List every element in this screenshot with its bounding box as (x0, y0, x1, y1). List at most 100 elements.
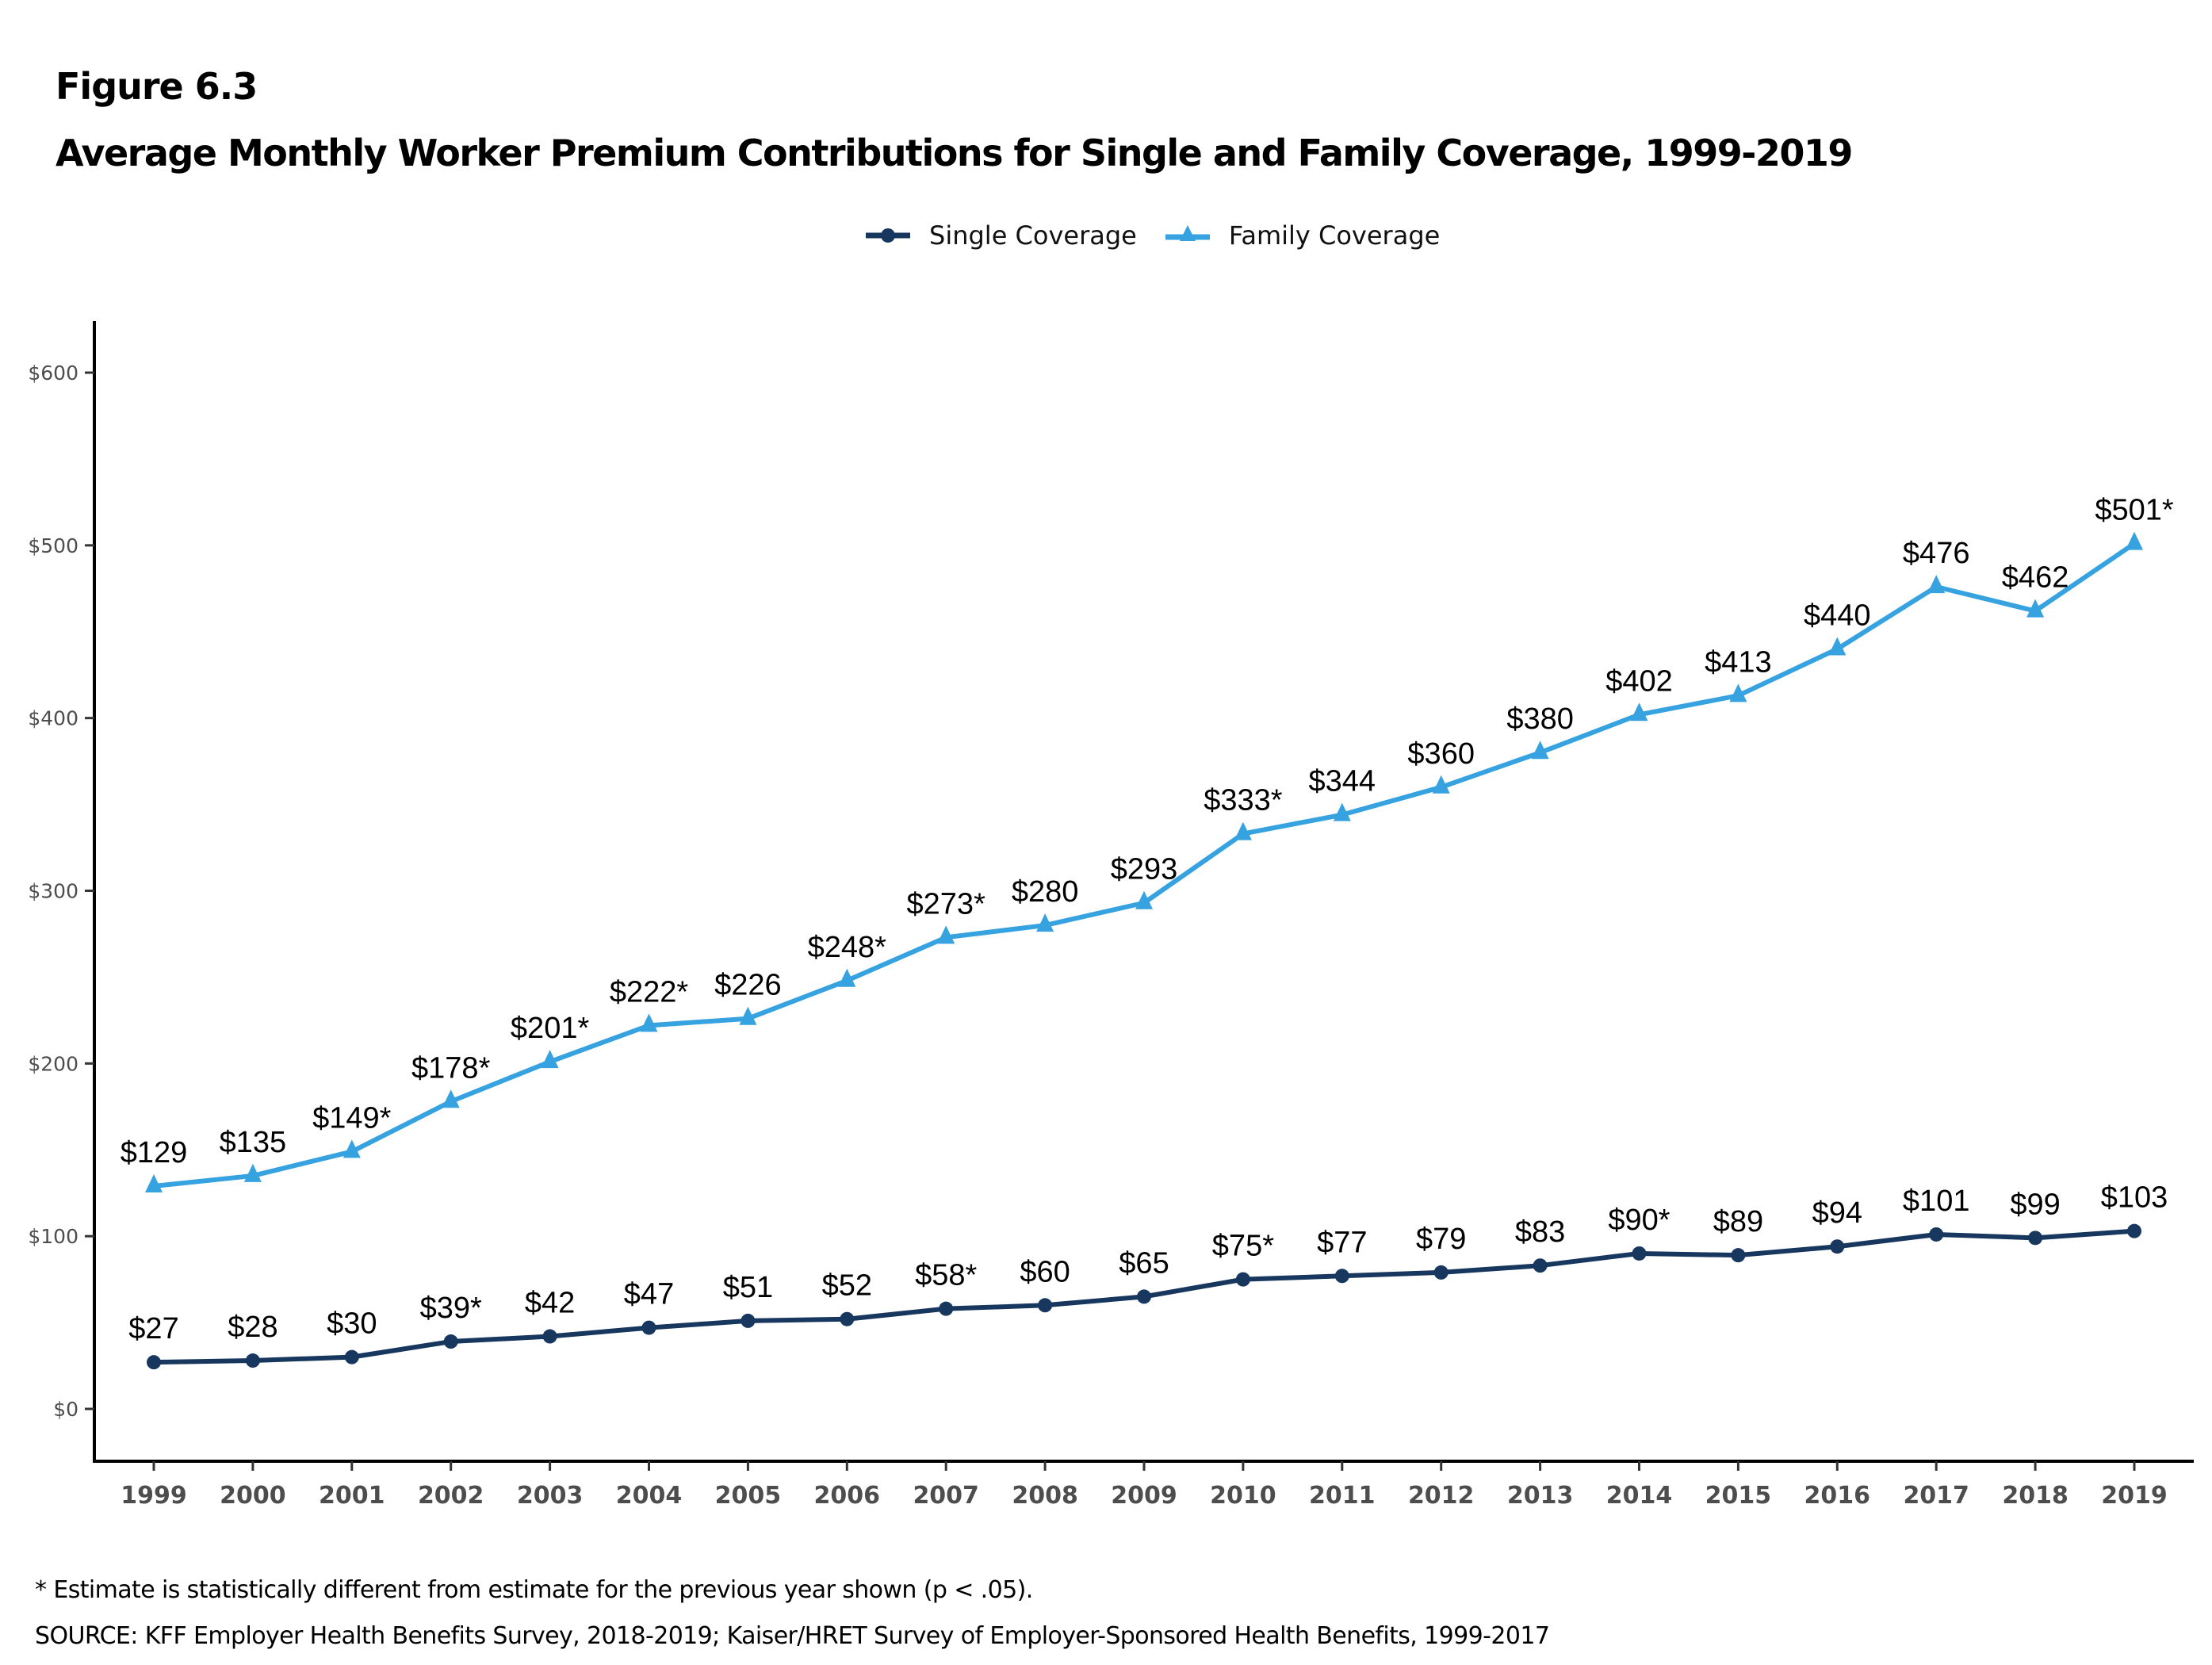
x-tick-label: 2009 (1111, 1482, 1177, 1510)
data-point-family (1927, 575, 1946, 594)
data-point-single (1334, 1269, 1349, 1284)
circle-marker-icon (866, 228, 910, 243)
data-label-single: $75* (1212, 1230, 1274, 1263)
data-label-family: $149* (312, 1101, 392, 1135)
x-tick-label: 2000 (220, 1482, 286, 1510)
data-label-single: $99 (2010, 1188, 2060, 1221)
x-tick-label: 2012 (1408, 1482, 1475, 1510)
x-tick-label: 2001 (319, 1482, 385, 1510)
data-label-family: $248* (808, 931, 887, 964)
significance-footnote: * Estimate is statistically different fr… (35, 1576, 1033, 1604)
x-tick-label: 2010 (1210, 1482, 1276, 1510)
data-point-family (1729, 683, 1747, 702)
data-label-family: $226 (714, 969, 782, 1002)
data-point-family (739, 1006, 757, 1025)
data-label-single: $83 (1515, 1215, 1565, 1249)
y-tick-label: $0 (53, 1398, 78, 1421)
data-point-family (2126, 531, 2143, 550)
data-point-single (939, 1301, 954, 1316)
data-label-family: $135 (220, 1126, 287, 1159)
data-label-single: $94 (1812, 1196, 1862, 1230)
data-point-single (542, 1329, 557, 1344)
data-label-single: $60 (1020, 1255, 1070, 1288)
data-label-family: $413 (1705, 645, 1772, 679)
data-label-family: $280 (1012, 875, 1079, 909)
data-point-family (1630, 702, 1648, 722)
data-label-single: $101 (1903, 1185, 1970, 1218)
data-label-family: $344 (1309, 765, 1376, 798)
data-point-single (1137, 1289, 1151, 1304)
x-tick-label: 2003 (517, 1482, 584, 1510)
data-label-single: $65 (1119, 1246, 1169, 1280)
data-label-family: $380 (1506, 702, 1574, 736)
y-tick-label: $100 (28, 1225, 78, 1248)
x-tick-label: 2008 (1012, 1482, 1078, 1510)
x-tick-label: 2016 (1804, 1482, 1871, 1510)
legend-item-single: Single Coverage (864, 220, 1137, 251)
legend-label-family: Family Coverage (1228, 220, 1441, 251)
data-label-family: $129 (121, 1136, 188, 1169)
data-label-single: $51 (723, 1271, 773, 1304)
data-label-family: $440 (1804, 599, 1871, 633)
x-tick-label: 2015 (1705, 1482, 1772, 1510)
source-footnote: SOURCE: KFF Employer Health Benefits Sur… (35, 1622, 1550, 1650)
x-tick-label: 1999 (121, 1482, 187, 1510)
data-label-family: $333* (1204, 784, 1283, 817)
chart-legend: Single Coverage Family Coverage (864, 220, 1467, 251)
data-label-family: $178* (411, 1051, 491, 1085)
x-tick-label: 2017 (1903, 1482, 1969, 1510)
data-point-family (1234, 821, 1252, 840)
data-label-single: $77 (1317, 1226, 1367, 1259)
data-point-single (1235, 1272, 1250, 1287)
x-tick-label: 2002 (418, 1482, 484, 1510)
data-label-single: $103 (2101, 1181, 2168, 1215)
data-label-family: $273* (907, 887, 986, 921)
x-tick-label: 2011 (1309, 1482, 1376, 1510)
data-point-family (937, 925, 955, 944)
data-label-single: $79 (1416, 1223, 1466, 1256)
data-label-family: $201* (511, 1012, 590, 1045)
data-label-single: $89 (1713, 1205, 1763, 1238)
data-point-single (443, 1334, 458, 1349)
y-tick-label: $300 (28, 880, 78, 903)
data-point-family (1432, 775, 1450, 794)
data-point-single (344, 1349, 359, 1365)
data-label-family: $501* (2095, 494, 2174, 527)
data-point-single (1731, 1248, 1746, 1263)
data-point-single (2028, 1231, 2043, 1246)
data-point-family (1828, 637, 1847, 656)
x-tick-label: 2014 (1606, 1482, 1673, 1510)
data-point-single (1533, 1258, 1548, 1273)
x-tick-label: 2018 (2002, 1482, 2068, 1510)
data-point-single (1632, 1246, 1647, 1261)
data-point-family (541, 1050, 559, 1069)
data-point-single (641, 1320, 656, 1335)
data-label-single: $30 (327, 1307, 377, 1341)
x-tick-label: 2005 (715, 1482, 782, 1510)
data-label-single: $28 (228, 1311, 277, 1344)
triangle-marker-icon (1165, 225, 1210, 241)
data-point-family (838, 968, 856, 987)
data-point-single (245, 1353, 260, 1368)
data-label-family: $293 (1111, 853, 1178, 886)
data-point-single (147, 1355, 161, 1370)
data-point-family (1036, 913, 1054, 932)
chart-title: Average Monthly Worker Premium Contribut… (55, 132, 1853, 174)
legend-item-family: Family Coverage (1164, 220, 1440, 251)
data-label-single: $58* (915, 1259, 977, 1292)
y-tick-label: $200 (28, 1052, 78, 1075)
data-point-family (243, 1163, 262, 1182)
data-point-family (145, 1173, 163, 1192)
y-tick-label: $400 (28, 707, 78, 730)
data-label-family: $462 (2002, 561, 2069, 595)
data-label-family: $476 (1903, 537, 1970, 570)
data-label-single: $47 (624, 1278, 674, 1311)
data-label-single: $90* (1608, 1204, 1670, 1237)
legend-label-single: Single Coverage (929, 220, 1137, 251)
x-tick-label: 2006 (814, 1482, 881, 1510)
data-point-family (1135, 890, 1153, 909)
figure-label: Figure 6.3 (55, 65, 258, 108)
data-label-family: $360 (1407, 737, 1475, 771)
x-tick-label: 2004 (616, 1482, 683, 1510)
